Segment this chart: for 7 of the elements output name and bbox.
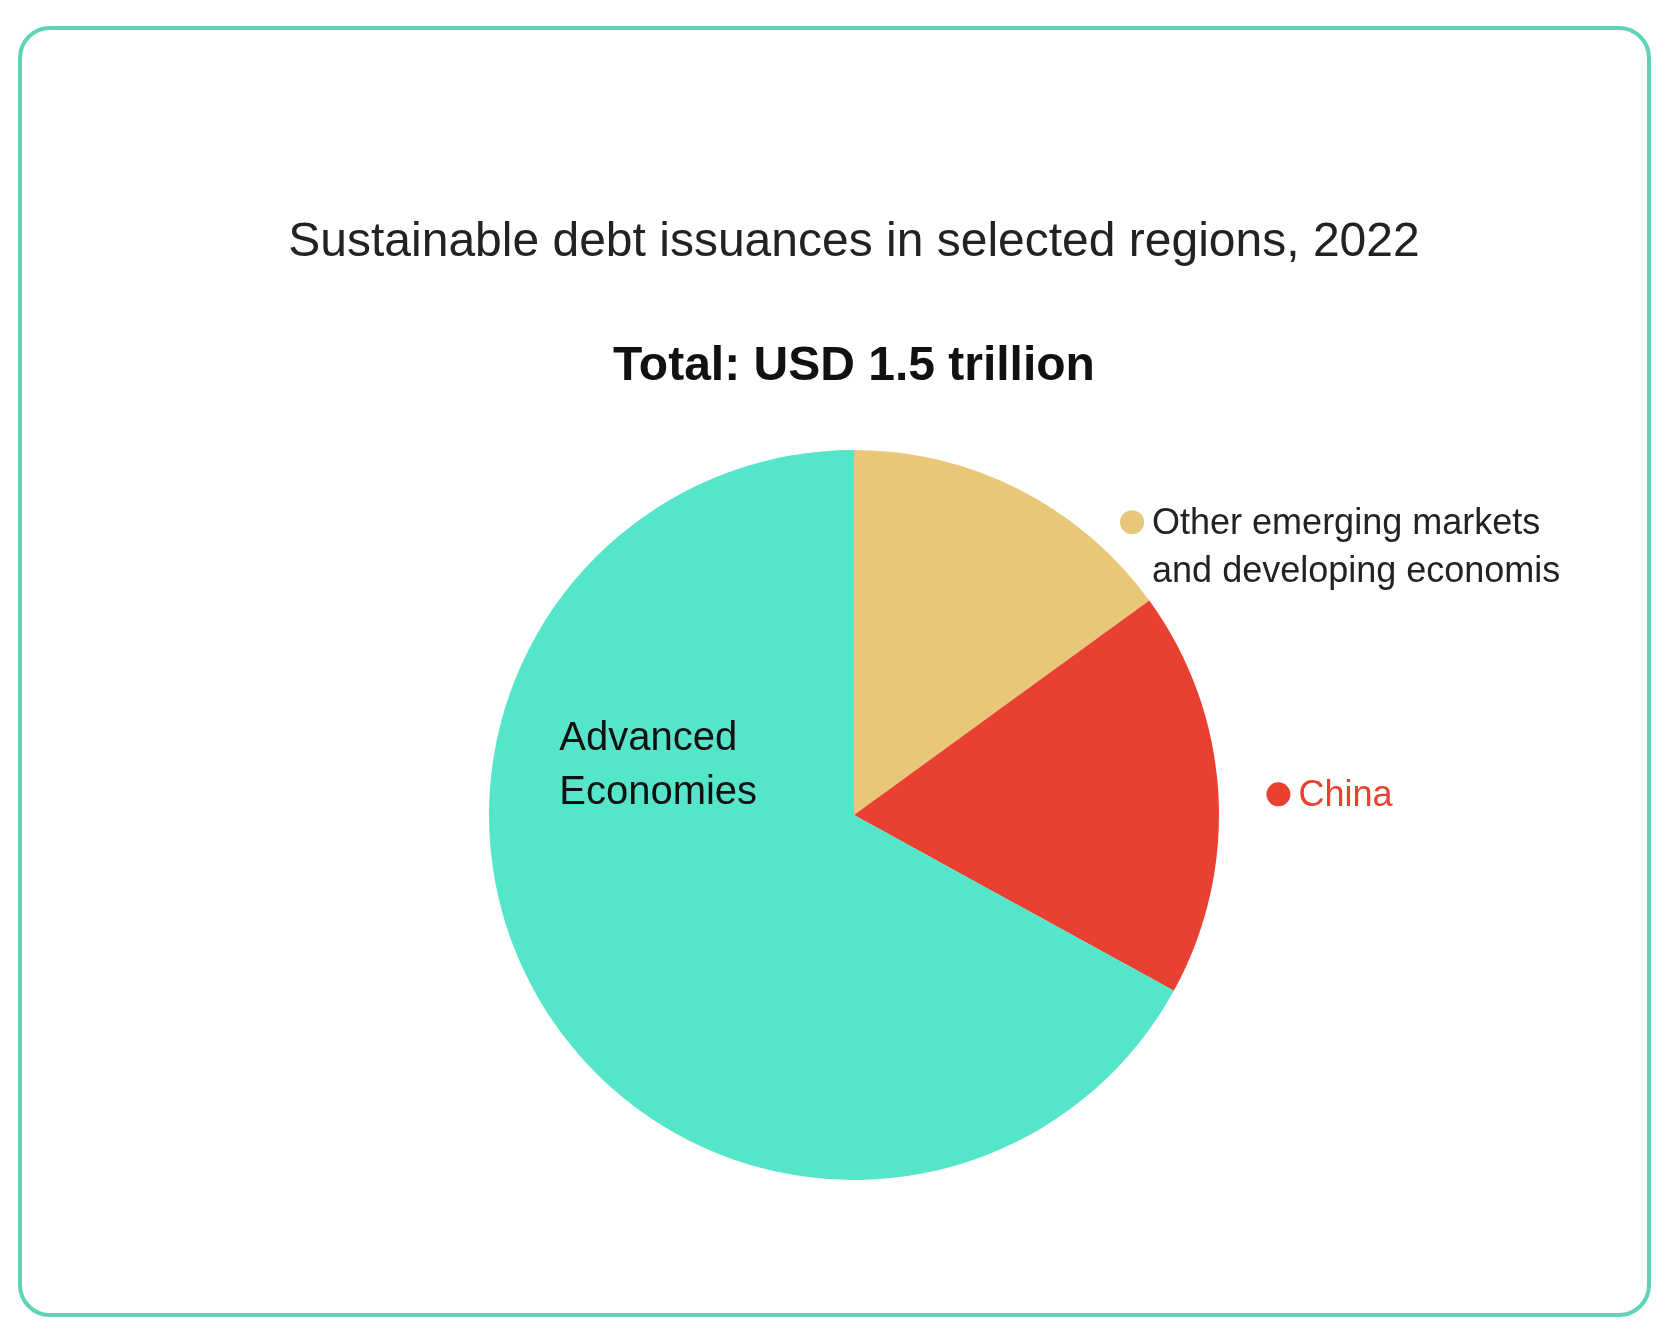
chart-subtitle: Total: USD 1.5 trillion [613, 337, 1095, 390]
legend-label: Other emerging markets and developing economis [1152, 501, 1561, 591]
chart-title: Sustainable debt issuances in selected regions, 2022 [288, 213, 1420, 266]
pie-slice [854, 600, 1219, 991]
pie-slice [854, 450, 1150, 815]
slice-label: Advanced Economies [559, 714, 758, 813]
legend-label: China [1298, 773, 1394, 815]
